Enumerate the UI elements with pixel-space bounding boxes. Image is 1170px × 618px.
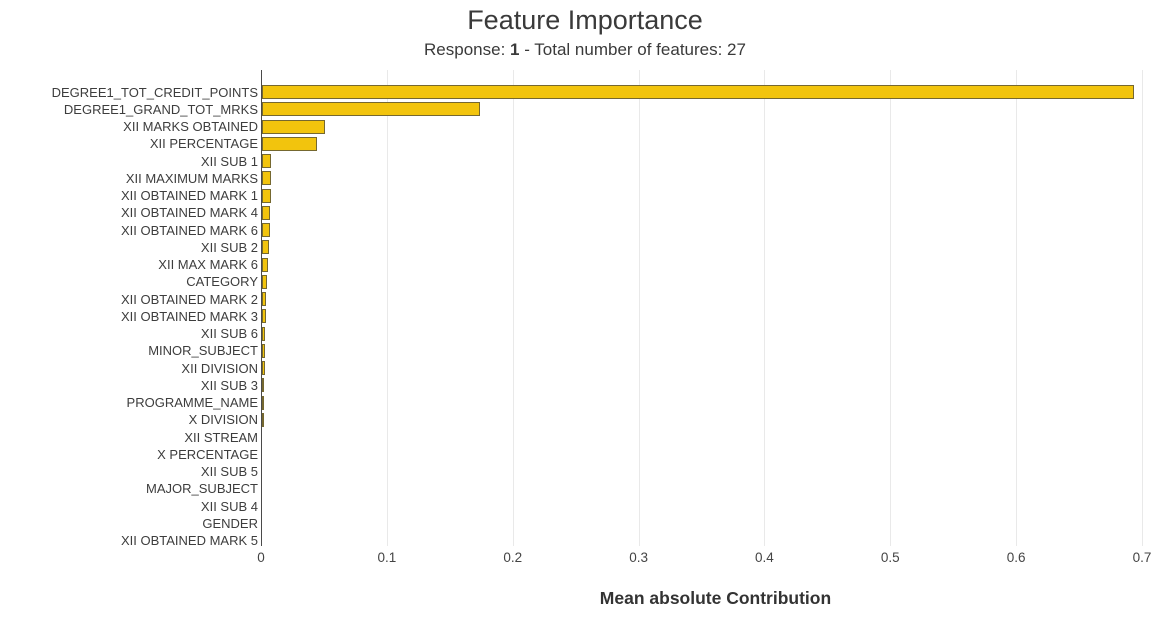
y-axis-label: XII SUB 2 — [200, 239, 258, 255]
x-axis-title: Mean absolute Contribution — [599, 588, 832, 608]
bar — [262, 378, 264, 393]
y-axis-label: GENDER — [202, 515, 258, 531]
bar — [262, 188, 271, 203]
y-axis-label: XII SUB 3 — [200, 377, 258, 393]
y-axis-label: XII OBTAINED MARK 6 — [120, 222, 258, 238]
bar — [262, 85, 1135, 99]
gridline — [1142, 70, 1144, 546]
y-axis-label: X PERCENTAGE — [157, 446, 258, 462]
bar — [262, 102, 480, 117]
y-axis-label: XII SUB 5 — [200, 464, 258, 479]
y-axis-label: CATEGORY — [186, 274, 258, 290]
bar — [262, 274, 268, 289]
y-axis-label: XII SUB 4 — [200, 498, 258, 514]
y-axis-label: DEGREE1_TOT_CREDIT_POINTS — [51, 84, 258, 100]
gridline — [386, 70, 388, 546]
y-axis-line — [261, 70, 262, 546]
y-axis-label: XII STREAM — [184, 429, 258, 445]
bar — [262, 205, 271, 220]
gridline — [764, 70, 766, 546]
bar — [262, 292, 267, 306]
bar — [262, 154, 272, 168]
chart-title: Feature Importance — [467, 5, 703, 35]
bar — [262, 412, 264, 427]
y-axis-label: DEGREE1_GRAND_TOT_MRKS — [63, 101, 258, 117]
y-axis-label: XII MARKS OBTAINED — [123, 119, 258, 134]
y-axis-label: XII MAX MARK 6 — [158, 257, 258, 272]
y-axis-label: XII OBTAINED MARK 4 — [120, 205, 258, 221]
y-axis-label: XII PERCENTAGE — [149, 136, 258, 152]
y-axis-label: XII OBTAINED MARK 3 — [120, 308, 258, 324]
y-axis-label: X DIVISION — [188, 412, 258, 428]
bar — [262, 171, 271, 186]
y-axis-label: XII SUB 1 — [200, 153, 258, 169]
x-tick-label: 0.6 — [1006, 550, 1026, 565]
y-axis-label: XII OBTAINED MARK 1 — [120, 188, 258, 203]
gridline — [890, 70, 892, 546]
x-tick-label: 0.3 — [629, 550, 648, 565]
x-tick-label: 0.4 — [755, 550, 774, 565]
x-tick-label: 0.1 — [377, 550, 397, 565]
bar — [262, 119, 325, 134]
y-axis-label: XII MAXIMUM MARKS — [125, 170, 258, 186]
subtitle-response-number: 1 — [510, 40, 520, 59]
bar — [262, 395, 264, 410]
bar — [262, 326, 266, 341]
bar — [262, 240, 269, 255]
gridline — [638, 70, 640, 546]
x-tick-label: 0.2 — [503, 550, 523, 565]
chart-subtitle: Response: 1 - Total number of features: … — [0, 40, 1170, 60]
bar — [262, 361, 265, 375]
bar — [262, 136, 318, 151]
y-axis-label: PROGRAMME_NAME — [126, 395, 258, 410]
bar — [262, 309, 266, 324]
gridline — [1016, 70, 1018, 546]
bar — [262, 223, 270, 237]
bar — [262, 343, 266, 358]
y-axis-label: MINOR_SUBJECT — [148, 343, 258, 359]
x-tick-label: 0 — [257, 550, 265, 565]
y-axis-label: MAJOR_SUBJECT — [146, 481, 258, 497]
gridline — [512, 70, 514, 546]
y-axis-label: XII OBTAINED MARK 2 — [120, 291, 258, 307]
x-tick-label: 0.5 — [880, 550, 900, 565]
y-axis-label: XII SUB 6 — [200, 326, 258, 341]
x-tick-label: 0.7 — [1132, 550, 1152, 565]
bar — [262, 257, 269, 272]
y-axis-label: XII DIVISION — [181, 360, 258, 376]
subtitle-prefix: Response: — [424, 40, 511, 59]
y-axis-label: XII OBTAINED MARK 5 — [120, 533, 258, 548]
subtitle-suffix: - Total number of features: 27 — [519, 40, 746, 59]
